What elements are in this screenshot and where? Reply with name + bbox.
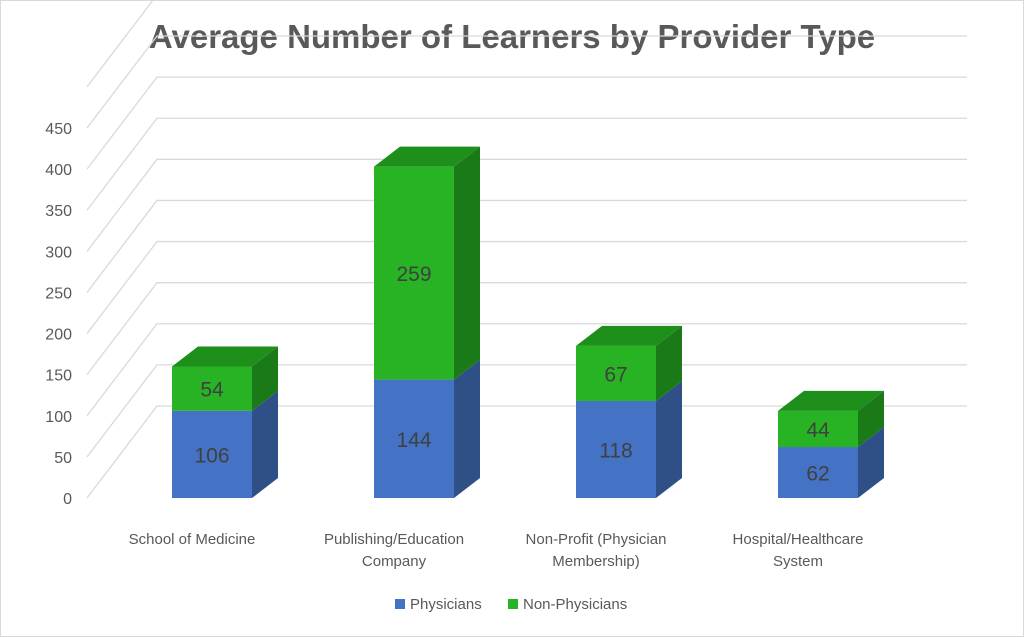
- y-tick-label: 0: [63, 491, 72, 508]
- x-category-label: Non-Profit (Physician Membership): [526, 531, 667, 570]
- bar-segment: [172, 366, 252, 411]
- gridline: [86, 323, 967, 417]
- data-label: 44: [806, 419, 830, 442]
- data-label: 54: [200, 379, 224, 402]
- data-label: 67: [604, 363, 627, 386]
- bar-top: [778, 390, 884, 411]
- bar-top: [374, 146, 480, 167]
- x-category-label: Publishing/Education Company: [324, 531, 464, 570]
- bar-segment: [576, 400, 656, 498]
- y-tick-label: 250: [45, 285, 72, 302]
- y-tick-label: 100: [45, 409, 72, 426]
- y-tick-label: 150: [45, 368, 72, 385]
- bar-side: [656, 325, 682, 401]
- y-tick-label: 300: [45, 244, 72, 261]
- bar-segment: [576, 345, 656, 401]
- x-axis-categories: School of Medicine Publishing/Education Co…: [129, 531, 864, 570]
- bar-side: [656, 380, 682, 498]
- gridline: [86, 117, 967, 211]
- bar-top: [172, 346, 278, 367]
- legend-swatch: [508, 599, 518, 609]
- gridline: [86, 158, 967, 252]
- gridline: [86, 0, 154, 88]
- bar-side: [858, 427, 884, 498]
- gridline: [86, 199, 967, 293]
- gridline: [86, 405, 967, 499]
- y-tick-label: 400: [45, 162, 72, 179]
- gridline: [86, 35, 967, 129]
- data-label: 106: [194, 444, 229, 467]
- bar-side: [454, 146, 480, 380]
- data-label: 118: [599, 439, 632, 462]
- y-tick-label: 200: [45, 327, 72, 344]
- data-label: 259: [396, 263, 431, 286]
- bar-segment: [374, 379, 454, 498]
- gridline: [86, 282, 967, 376]
- gridline: [86, 76, 967, 170]
- bar-top: [576, 325, 682, 346]
- bar-segment: [374, 166, 454, 380]
- bar-segment: [778, 447, 858, 498]
- y-tick-label: 350: [45, 203, 72, 220]
- gridline: [86, 364, 967, 458]
- bar-side: [252, 390, 278, 498]
- bar-segment: [778, 410, 858, 448]
- legend-label: Non-Physicians: [523, 596, 627, 613]
- x-category-label: School of Medicine: [129, 531, 256, 548]
- data-labels: 106 54 144 259 118 67 62 44: [194, 263, 830, 485]
- bar-side: [858, 390, 884, 448]
- bar-side: [454, 359, 480, 498]
- legend: Physicians Non-Physicians: [395, 596, 627, 613]
- x-category-label: Hospital/Healthcare System: [733, 531, 864, 570]
- legend-label: Physicians: [410, 596, 482, 613]
- grid-lines: [86, 0, 967, 499]
- data-label: 62: [806, 463, 829, 486]
- y-tick-label: 50: [54, 450, 72, 467]
- bars: [172, 146, 884, 498]
- gridline: [86, 240, 967, 334]
- bar-side: [252, 346, 278, 411]
- legend-swatch: [395, 599, 405, 609]
- y-axis-ticks: 0 50 100 150 200 250 300 350 400 450: [45, 121, 72, 508]
- y-tick-label: 450: [45, 121, 72, 138]
- data-label: 144: [396, 429, 431, 452]
- bar-segment: [172, 410, 252, 498]
